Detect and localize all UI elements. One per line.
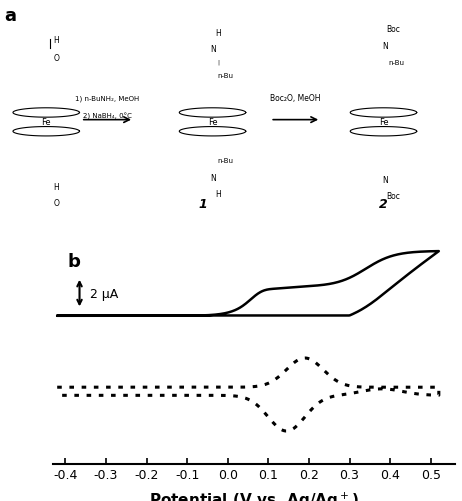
Text: H: H bbox=[53, 183, 59, 192]
Text: H: H bbox=[215, 189, 220, 198]
Text: N: N bbox=[382, 176, 388, 185]
Text: n-Bu: n-Bu bbox=[217, 157, 233, 163]
Text: Fe: Fe bbox=[208, 118, 217, 127]
X-axis label: Potential (V vs. Ag/Ag$^+$): Potential (V vs. Ag/Ag$^+$) bbox=[149, 489, 359, 501]
Text: b: b bbox=[67, 253, 80, 271]
Text: 2 μA: 2 μA bbox=[90, 287, 118, 300]
Text: N: N bbox=[210, 45, 216, 54]
Text: 1: 1 bbox=[199, 197, 207, 210]
Text: a: a bbox=[5, 7, 17, 25]
Text: Boc: Boc bbox=[386, 192, 400, 201]
Text: Fe: Fe bbox=[379, 118, 388, 127]
Text: O: O bbox=[53, 198, 59, 207]
Text: O: O bbox=[53, 54, 59, 63]
Text: Boc: Boc bbox=[386, 25, 400, 34]
Text: H: H bbox=[53, 36, 59, 45]
Text: H: H bbox=[215, 29, 220, 38]
Text: N: N bbox=[210, 174, 216, 183]
Text: n-Bu: n-Bu bbox=[217, 73, 233, 79]
Text: n-Bu: n-Bu bbox=[388, 60, 404, 66]
Text: N: N bbox=[382, 42, 388, 51]
Text: |: | bbox=[217, 60, 219, 65]
Text: 1) n-BuNH₂, MeOH: 1) n-BuNH₂, MeOH bbox=[75, 95, 140, 102]
Text: Boc₂O, MeOH: Boc₂O, MeOH bbox=[270, 93, 321, 102]
Text: 2) NaBH₄, 0°C: 2) NaBH₄, 0°C bbox=[83, 112, 132, 120]
Text: Fe: Fe bbox=[42, 118, 51, 127]
Text: 2: 2 bbox=[379, 197, 388, 210]
